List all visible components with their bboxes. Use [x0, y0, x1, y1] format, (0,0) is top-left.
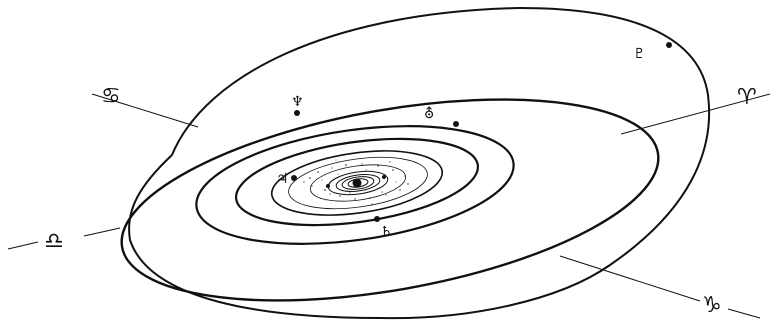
uranus-marker [453, 121, 459, 127]
uranus-orbit-ellipse [195, 125, 515, 245]
saturn-icon: ♄ [380, 224, 393, 240]
jupiter-icon: ♃ [276, 171, 289, 187]
cancer-sign-icon: ♋ [101, 84, 121, 109]
uranus-orbit [195, 125, 515, 245]
saturn-marker [374, 216, 380, 222]
jupiter-orbit [270, 150, 444, 216]
cancer-axis-line [91, 93, 199, 128]
zodiac-axis-lines [7, 93, 771, 319]
uranus-icon: ⛢ [424, 106, 434, 122]
pluto-orbit-front [128, 6, 711, 320]
mars-marker [382, 175, 386, 179]
aries-sign-icon: ♈ [737, 85, 757, 110]
libra-sign-icon: ♎ [44, 229, 64, 254]
pluto-marker [666, 42, 672, 48]
sun [352, 178, 362, 188]
libra-axis-line-inner [83, 227, 121, 237]
asteroid-belt-outer [288, 156, 428, 210]
capricorn-axis-line-tail [727, 308, 761, 319]
venus-orbit [341, 176, 375, 190]
libra-axis-line [7, 241, 39, 250]
capricorn-sign-icon: ♑ [702, 293, 722, 318]
asteroid-dots [303, 159, 409, 205]
earth-orbit [335, 174, 381, 192]
asteroid-belt [288, 156, 428, 210]
saturn-orbit [234, 137, 480, 227]
jupiter-marker [291, 175, 297, 181]
aries-axis-line [620, 93, 771, 135]
pluto-icon: ♇ [633, 46, 646, 62]
capricorn-axis-line [559, 255, 701, 302]
earth-marker [326, 184, 330, 188]
pluto-orbit [128, 6, 711, 320]
neptune-orbit [120, 98, 660, 302]
planet-markers [291, 42, 672, 222]
neptune-icon: ♆ [291, 94, 304, 110]
neptune-orbit-ellipse [120, 98, 660, 302]
asteroid-belt-inner [310, 164, 406, 202]
saturn-orbit-ellipse [234, 137, 480, 227]
jupiter-orbit-ellipse [270, 150, 444, 216]
neptune-marker [294, 110, 300, 116]
